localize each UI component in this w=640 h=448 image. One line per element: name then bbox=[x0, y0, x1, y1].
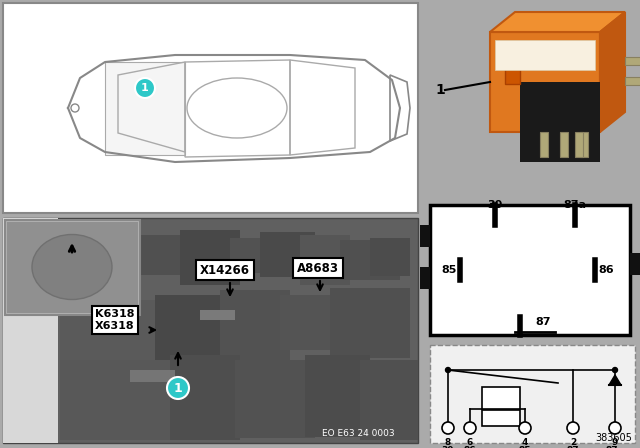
Text: 30: 30 bbox=[442, 446, 454, 448]
Circle shape bbox=[519, 422, 531, 434]
Text: K6318
X6318: K6318 X6318 bbox=[95, 309, 135, 331]
Text: 383605: 383605 bbox=[595, 433, 632, 443]
Bar bbox=[260, 232, 315, 277]
Bar bbox=[430, 345, 635, 443]
Polygon shape bbox=[600, 12, 625, 132]
Text: 87: 87 bbox=[535, 317, 550, 327]
Text: 86: 86 bbox=[598, 265, 614, 275]
Bar bbox=[5, 220, 140, 315]
Bar bbox=[130, 370, 175, 382]
Text: 87a: 87a bbox=[563, 200, 586, 210]
Bar bbox=[280, 295, 340, 350]
Bar bbox=[420, 225, 430, 247]
Text: 9: 9 bbox=[612, 438, 618, 447]
Bar bbox=[520, 82, 600, 162]
Text: 8: 8 bbox=[445, 438, 451, 447]
Bar bbox=[540, 132, 548, 157]
Text: 87: 87 bbox=[566, 446, 579, 448]
Bar bbox=[155, 295, 235, 360]
Text: A8683: A8683 bbox=[297, 262, 339, 275]
Bar bbox=[180, 230, 240, 285]
Bar bbox=[495, 40, 595, 70]
Circle shape bbox=[167, 377, 189, 399]
Text: 85: 85 bbox=[442, 265, 457, 275]
Bar bbox=[560, 132, 568, 157]
Text: 30: 30 bbox=[488, 200, 502, 210]
Polygon shape bbox=[609, 375, 621, 385]
Bar bbox=[420, 267, 430, 289]
Text: 2: 2 bbox=[570, 438, 576, 447]
Bar bbox=[235, 360, 315, 438]
Bar bbox=[505, 62, 520, 84]
Bar bbox=[340, 240, 400, 280]
Bar bbox=[490, 32, 600, 132]
Bar bbox=[3, 218, 58, 443]
Bar bbox=[80, 255, 110, 270]
Bar bbox=[220, 290, 290, 360]
Bar bbox=[3, 218, 418, 443]
Text: EO E63 24 0003: EO E63 24 0003 bbox=[323, 429, 395, 438]
Bar bbox=[370, 238, 410, 276]
Bar bbox=[575, 132, 583, 157]
Bar bbox=[60, 240, 140, 300]
Bar bbox=[330, 288, 410, 358]
Bar bbox=[305, 355, 370, 437]
Text: 85: 85 bbox=[519, 446, 531, 448]
Bar bbox=[230, 238, 270, 273]
Ellipse shape bbox=[32, 234, 112, 300]
Bar bbox=[140, 235, 190, 275]
Bar bbox=[300, 235, 350, 285]
Text: X14266: X14266 bbox=[200, 263, 250, 276]
Polygon shape bbox=[105, 62, 185, 155]
Bar bbox=[430, 205, 630, 335]
Bar bbox=[625, 57, 640, 65]
Text: 86: 86 bbox=[464, 446, 476, 448]
Bar bbox=[482, 410, 520, 426]
Text: 1: 1 bbox=[173, 382, 182, 395]
Circle shape bbox=[612, 367, 618, 372]
Text: 4: 4 bbox=[522, 438, 528, 447]
Bar bbox=[300, 260, 340, 272]
Bar bbox=[60, 300, 160, 360]
Bar bbox=[630, 253, 640, 275]
Bar bbox=[625, 77, 640, 85]
Polygon shape bbox=[490, 12, 625, 32]
Bar bbox=[360, 360, 418, 440]
Text: 87a: 87a bbox=[605, 446, 625, 448]
Text: 1: 1 bbox=[141, 83, 149, 93]
Bar bbox=[3, 3, 418, 213]
Text: 6: 6 bbox=[467, 438, 473, 447]
Bar bbox=[170, 355, 240, 440]
Circle shape bbox=[135, 78, 155, 98]
Bar bbox=[200, 310, 235, 320]
Bar bbox=[482, 387, 520, 409]
Circle shape bbox=[609, 422, 621, 434]
Circle shape bbox=[464, 422, 476, 434]
Bar bbox=[580, 132, 588, 157]
Circle shape bbox=[442, 422, 454, 434]
Circle shape bbox=[445, 367, 451, 372]
Circle shape bbox=[567, 422, 579, 434]
Bar bbox=[60, 360, 180, 440]
Bar bbox=[7, 222, 138, 313]
Text: 1: 1 bbox=[435, 83, 445, 97]
